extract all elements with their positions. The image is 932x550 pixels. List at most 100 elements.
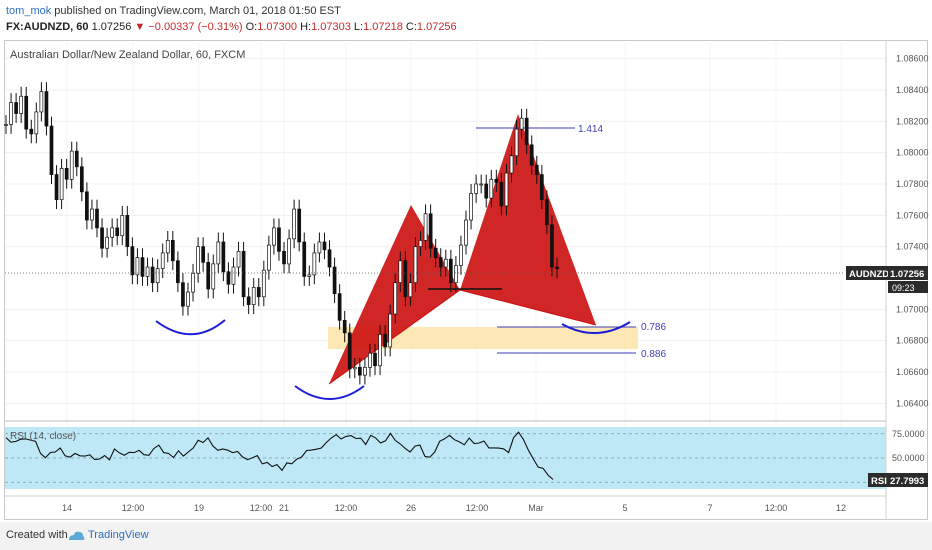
price-candle bbox=[135, 257, 140, 276]
open-label: O: bbox=[245, 21, 258, 33]
price-candle bbox=[170, 240, 175, 262]
price-candle bbox=[454, 265, 458, 284]
price-candle bbox=[216, 241, 221, 265]
chart-title: Australian Dollar/New Zealand Dollar, 60… bbox=[10, 49, 245, 61]
tradingview-link[interactable]: TradingView bbox=[88, 529, 149, 541]
countdown-value: 09:23 bbox=[892, 283, 915, 293]
rsi-tag-bg bbox=[888, 473, 928, 487]
price-candle bbox=[251, 287, 256, 305]
time-tick-label: 21 bbox=[279, 503, 289, 513]
price-tick-label: 1.08200 bbox=[896, 116, 929, 126]
grid-lines bbox=[5, 43, 886, 489]
price-candle bbox=[398, 260, 403, 284]
arc-right bbox=[561, 321, 631, 334]
price-candle bbox=[499, 182, 504, 207]
created-with-text: Created with bbox=[6, 529, 68, 541]
fib-label-0886: 0.886 bbox=[641, 349, 666, 360]
tradingview-logo-icon[interactable] bbox=[66, 527, 86, 545]
price-candle bbox=[363, 366, 367, 376]
price-candle bbox=[85, 191, 89, 221]
author-link[interactable]: tom_mok bbox=[6, 5, 52, 17]
time-tick-label: 12:00 bbox=[122, 503, 145, 513]
rsi-title: RSI (14, close) bbox=[10, 431, 76, 442]
countdown-bg bbox=[888, 281, 928, 293]
price-candle bbox=[433, 247, 438, 258]
price-candle bbox=[165, 240, 170, 254]
price-tag-value: 1.07256 bbox=[890, 269, 924, 280]
price-tick-label: 1.06600 bbox=[896, 367, 929, 377]
time-tick-label: 12:00 bbox=[466, 503, 489, 513]
target-zone bbox=[328, 327, 638, 349]
price-candle bbox=[474, 183, 478, 194]
price-candle bbox=[115, 227, 120, 237]
symbol-label: FX:AUDNZD, 60 bbox=[6, 21, 89, 33]
price-candle bbox=[95, 208, 99, 229]
rsi-series bbox=[5, 431, 554, 480]
rsi-tick-label: 50.0000 bbox=[892, 453, 925, 463]
price-tag-symbol: AUDNZD bbox=[849, 269, 889, 280]
price-candle bbox=[236, 251, 241, 268]
low-value: 1.07218 bbox=[363, 21, 403, 33]
price-candle bbox=[160, 252, 165, 269]
price-candle bbox=[464, 219, 468, 246]
price-candle bbox=[484, 183, 489, 199]
time-axis[interactable]: 14 12:00 19 12:00 21 12:00 26 12:00 Mar 5 7 12:00 12 bbox=[62, 503, 846, 513]
price-candle bbox=[105, 236, 109, 249]
price-candle bbox=[423, 213, 428, 241]
price-tick-label: 1.06400 bbox=[896, 398, 929, 408]
price-candle bbox=[201, 246, 205, 263]
price-candle bbox=[90, 208, 94, 221]
price-candle bbox=[246, 296, 251, 305]
price-candle bbox=[448, 258, 453, 284]
price-candle bbox=[352, 366, 357, 370]
price-candle bbox=[277, 227, 281, 252]
fib-label-1414: 1.414 bbox=[578, 124, 603, 135]
price-candle bbox=[322, 241, 327, 251]
price-candle bbox=[19, 95, 24, 114]
price-candle bbox=[186, 291, 190, 307]
price-candle bbox=[504, 172, 509, 207]
price-tag-bg bbox=[888, 266, 928, 280]
rsi-line bbox=[5, 431, 554, 480]
price-candle bbox=[282, 251, 286, 265]
price-candle bbox=[211, 263, 216, 290]
price-tick-label: 1.07400 bbox=[896, 242, 929, 252]
price-candle bbox=[443, 258, 448, 268]
price-candle bbox=[74, 150, 79, 168]
price-candle bbox=[539, 174, 544, 201]
rsi-guide-lines bbox=[5, 433, 886, 483]
time-tick-label: 12:00 bbox=[335, 503, 358, 513]
price-candle bbox=[519, 117, 524, 130]
price-candle bbox=[231, 266, 236, 285]
symbol-line: FX:AUDNZD, 60 1.07256 ▼ −0.00337 (−0.31%… bbox=[6, 21, 457, 33]
price-candle bbox=[459, 244, 463, 266]
price-candle bbox=[368, 352, 372, 368]
price-candle bbox=[59, 167, 64, 201]
price-candle bbox=[494, 178, 499, 183]
price-candle bbox=[100, 227, 104, 249]
price-candle bbox=[545, 199, 549, 226]
price-candle bbox=[358, 366, 362, 376]
time-tick-label: 5 bbox=[622, 503, 627, 513]
price-tick-label: 1.08600 bbox=[896, 54, 929, 64]
price-candle bbox=[130, 246, 135, 276]
rsi-tag-label: RSI bbox=[871, 476, 887, 487]
open-value: 1.07300 bbox=[257, 21, 297, 33]
price-candle bbox=[332, 266, 337, 295]
price-candle bbox=[347, 332, 352, 370]
price-candle bbox=[393, 282, 398, 315]
price-candle bbox=[469, 193, 473, 221]
fib-label-0786: 0.786 bbox=[641, 322, 666, 333]
time-tick-label: 14 bbox=[62, 503, 72, 513]
price-axis[interactable]: 1.08600 1.08400 1.08200 1.08000 1.07800 1.076… bbox=[896, 54, 929, 409]
price-candle bbox=[287, 238, 291, 265]
price-candle bbox=[196, 246, 200, 274]
price-candle bbox=[206, 261, 211, 290]
price-candle bbox=[272, 227, 276, 246]
price-candle bbox=[64, 167, 69, 180]
price-candle bbox=[181, 282, 185, 307]
price-candle bbox=[550, 224, 554, 268]
price-tick-label: 1.08400 bbox=[896, 85, 929, 95]
price-candle bbox=[49, 125, 54, 175]
